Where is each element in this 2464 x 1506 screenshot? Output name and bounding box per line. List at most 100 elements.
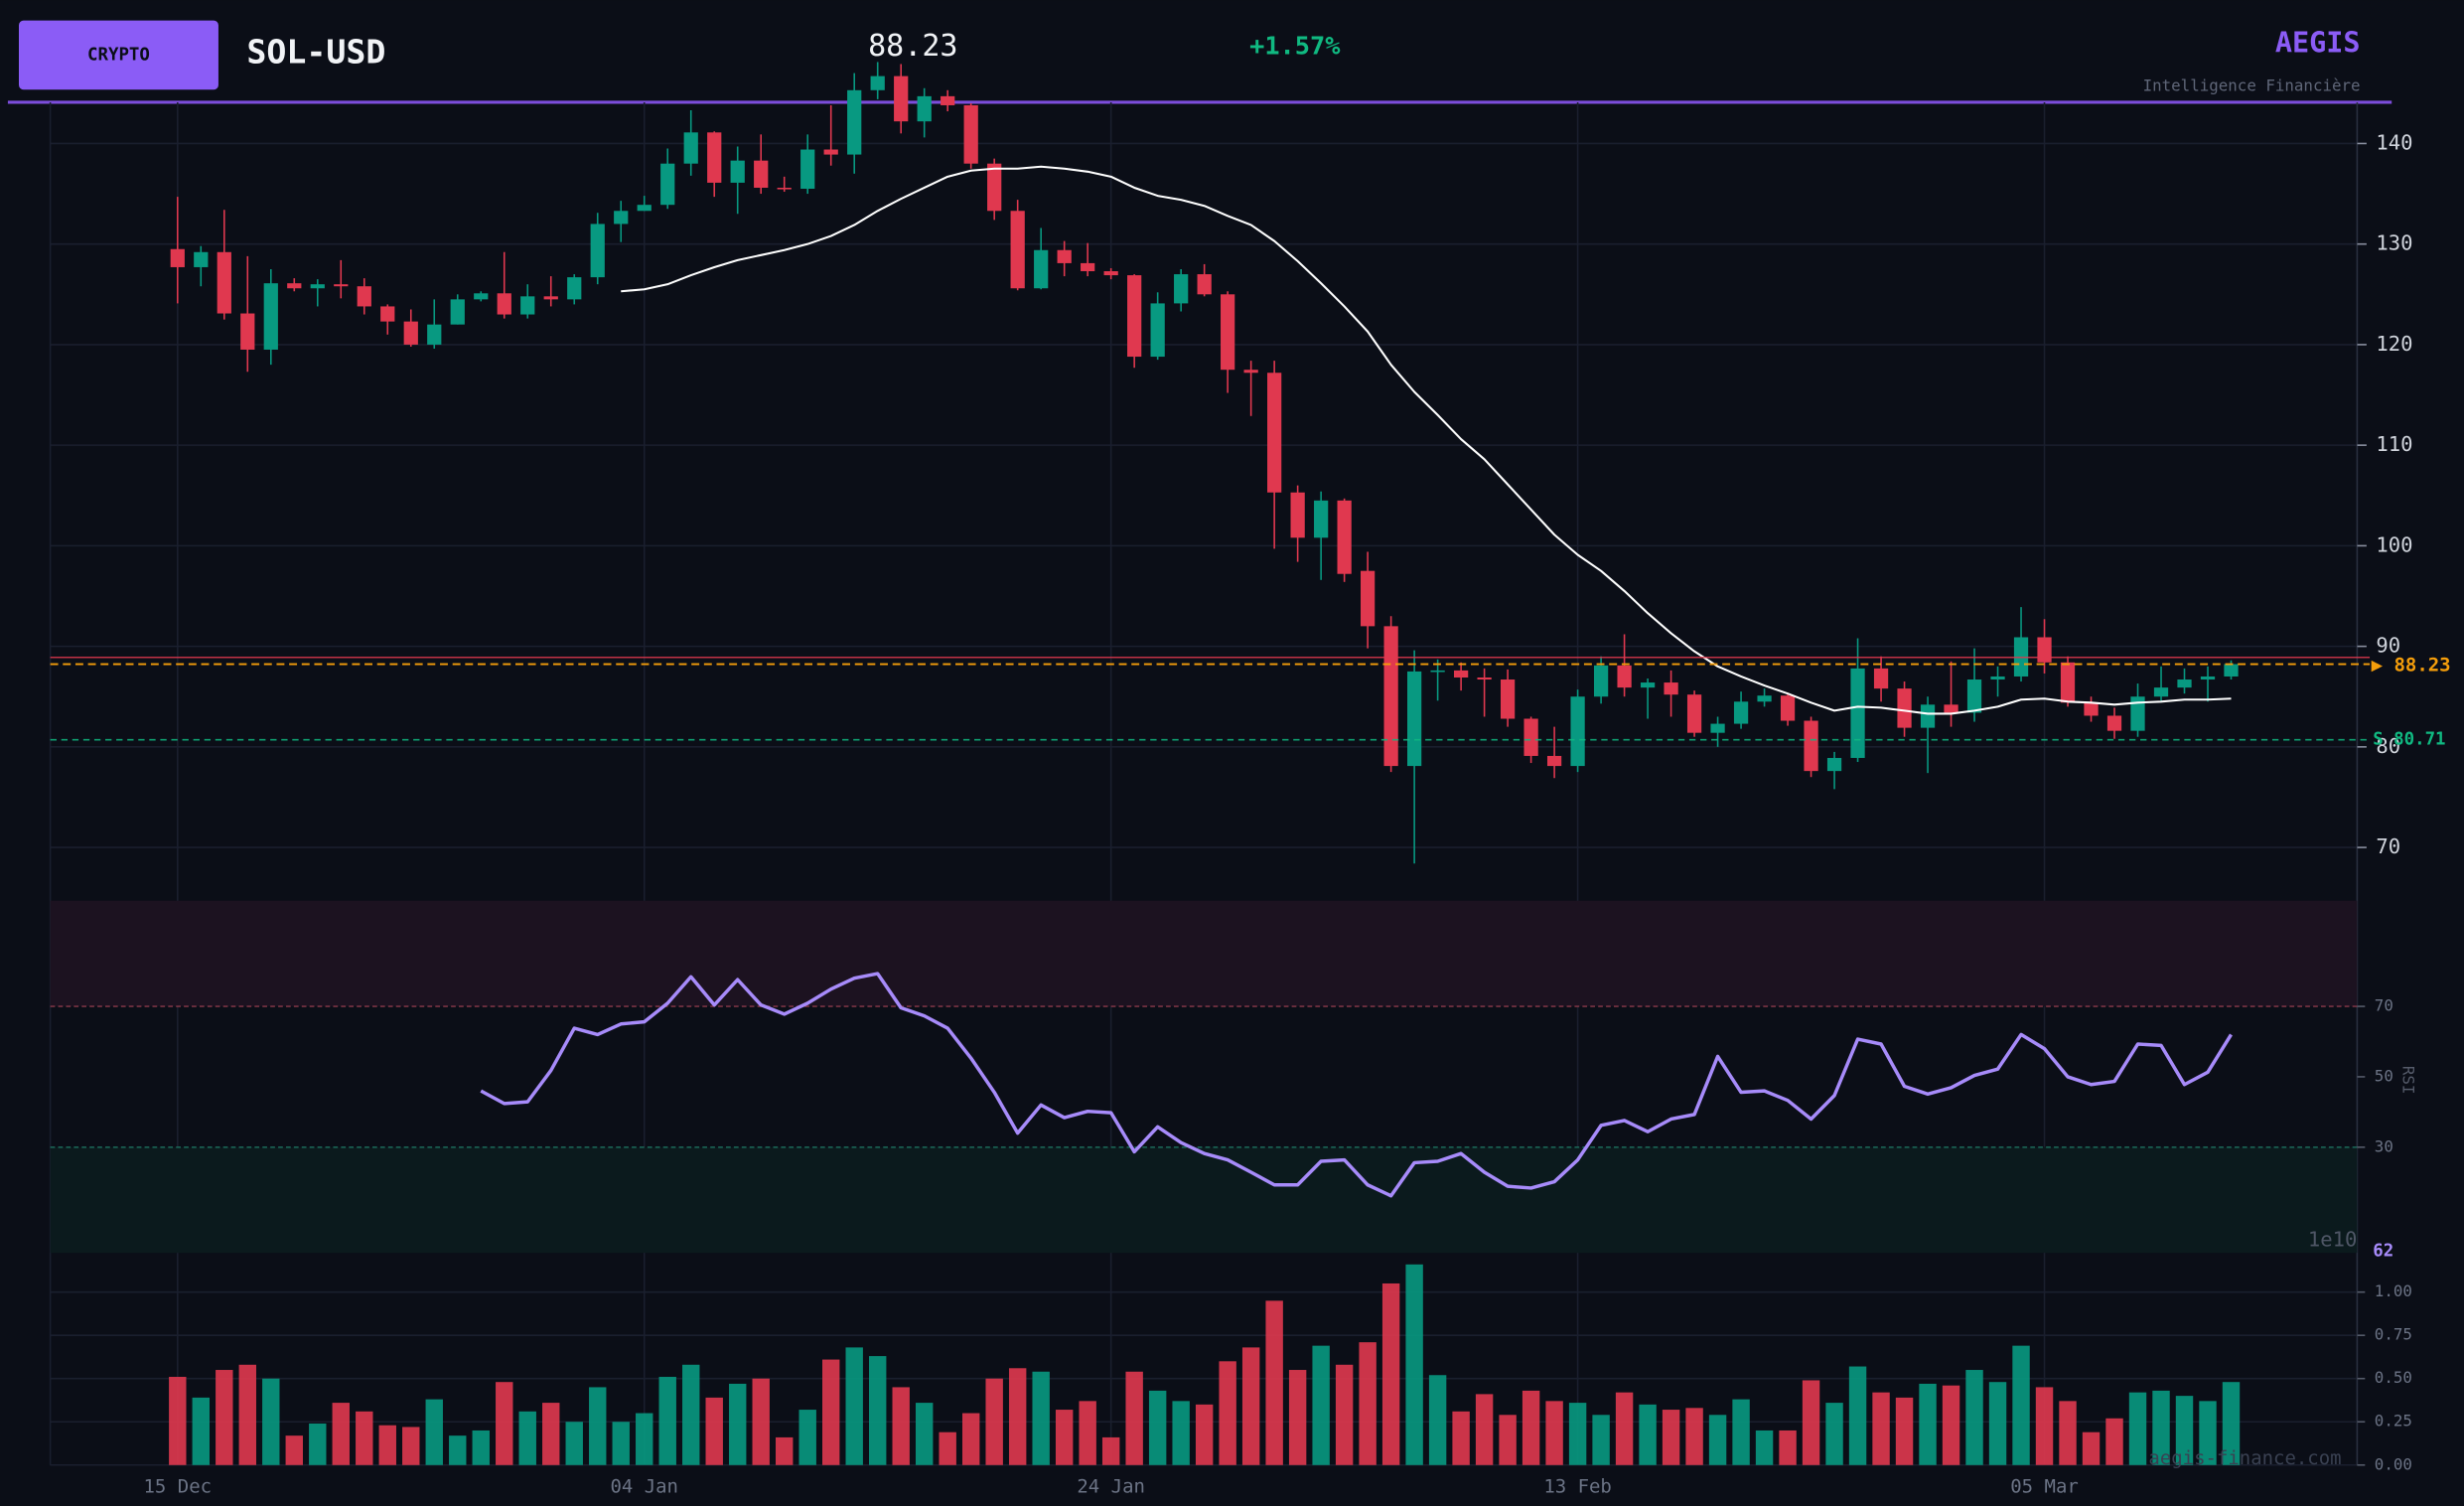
volume-bar — [1662, 1410, 1680, 1465]
overbought-zone — [50, 900, 2358, 1007]
candle-body — [1337, 500, 1352, 574]
volume-bar — [542, 1403, 560, 1465]
volume-bar — [1919, 1383, 1937, 1465]
volume-bar — [518, 1411, 536, 1465]
candle-body — [1383, 626, 1398, 767]
volume-bar — [985, 1378, 1003, 1465]
volume-bar — [378, 1425, 396, 1465]
volume-bar — [1079, 1401, 1096, 1465]
candle-body — [1664, 682, 1678, 695]
candle-body — [707, 132, 722, 183]
volume-bar — [2175, 1396, 2194, 1465]
candle-body — [2130, 696, 2145, 731]
tagline: Intelligence Financière — [2143, 76, 2361, 95]
candle-body — [450, 299, 465, 325]
candle-body — [1477, 677, 1492, 680]
candle-body — [2084, 702, 2099, 716]
candle-body — [240, 313, 255, 350]
candle-body — [1034, 249, 1049, 289]
candle-body — [170, 248, 185, 267]
candle-body — [987, 163, 1002, 212]
y-tick-label: 0.50 — [2375, 1368, 2412, 1387]
candle-body — [823, 149, 838, 155]
candle-body — [917, 95, 932, 122]
candle-body — [1081, 262, 1095, 272]
volume-bar — [192, 1397, 210, 1465]
candle-body — [1290, 492, 1305, 538]
candle-body — [800, 149, 815, 190]
rsi-line — [480, 972, 2233, 1198]
volume-bar — [636, 1413, 653, 1465]
volume-bar — [1125, 1371, 1143, 1465]
volume-bar — [1499, 1415, 1517, 1465]
volume-bar — [612, 1422, 630, 1465]
y-tick-label: 140 — [2376, 130, 2412, 154]
candle-body — [2153, 687, 2169, 697]
volume-bar — [1265, 1300, 1283, 1465]
y-tick-label: 70 — [2375, 996, 2393, 1015]
candle-body — [287, 283, 302, 289]
change: +1.57% — [1249, 32, 1341, 61]
volume-bar — [565, 1422, 583, 1465]
moving-average — [621, 165, 2232, 715]
y-tick-label: 130 — [2376, 231, 2412, 255]
candle-body — [1221, 294, 1235, 371]
volume-bar — [822, 1359, 840, 1465]
volume-bar — [845, 1347, 863, 1465]
y-tick-label: 1.00 — [2375, 1281, 2412, 1300]
candle-body — [1407, 671, 1422, 767]
candle-body — [1010, 211, 1025, 289]
candle-body — [1873, 668, 1889, 689]
candle-body — [2177, 679, 2192, 688]
candle-body — [1710, 723, 1725, 733]
candle-body — [427, 324, 442, 345]
x-tick-label: 05 Mar — [2010, 1475, 2079, 1497]
volume-bar — [1708, 1415, 1727, 1465]
candle-body — [1826, 757, 1842, 772]
volume-bar — [1452, 1411, 1470, 1465]
candle-body — [1546, 755, 1562, 767]
volume-bar — [868, 1356, 887, 1465]
volume-bar — [1942, 1385, 1960, 1465]
candle-body — [730, 160, 745, 183]
volume-bar — [449, 1435, 467, 1465]
candle-body — [567, 277, 582, 300]
x-tick-label: 13 Feb — [1543, 1475, 1612, 1497]
y-tick-label: 90 — [2376, 634, 2400, 658]
volume-bar — [1545, 1401, 1563, 1465]
volume-bar — [1288, 1370, 1307, 1465]
volume-bar — [589, 1387, 607, 1465]
candle-body — [754, 160, 769, 188]
volume-bar — [2199, 1401, 2217, 1465]
candle-body — [1361, 570, 1376, 627]
candle-body — [1780, 695, 1796, 721]
x-tick-label: 04 Jan — [610, 1475, 678, 1497]
volume-bar — [2012, 1345, 2030, 1465]
ticker: SOL-USD — [246, 32, 385, 71]
candle-body — [1500, 679, 1516, 719]
volume-bar — [1988, 1382, 2007, 1465]
candle-body — [357, 286, 371, 307]
candle-body — [1174, 274, 1189, 304]
volume-bar — [1568, 1403, 1587, 1465]
candle-body — [1523, 718, 1538, 756]
volume-bar — [1685, 1408, 1703, 1465]
y-tick-label: 70 — [2376, 834, 2400, 858]
volume-bar — [2082, 1431, 2101, 1465]
volume-bar — [798, 1410, 816, 1465]
y-tick-label: 110 — [2376, 432, 2412, 456]
level-label: S 80.71 — [2373, 730, 2445, 750]
rsi-last-value: 62 — [2373, 1242, 2393, 1262]
y-tick-label: 0.75 — [2375, 1325, 2412, 1344]
candle-body — [2200, 676, 2216, 680]
volume-bar — [2128, 1392, 2147, 1465]
volume-bar — [1615, 1392, 1634, 1465]
volume-bar — [1755, 1430, 1774, 1465]
candle-body — [1243, 370, 1258, 374]
last-price-label: ▶ 88.23 — [2372, 655, 2451, 677]
candle-body — [1267, 373, 1282, 493]
volume-bar — [1848, 1366, 1867, 1465]
candle-body — [263, 283, 278, 350]
